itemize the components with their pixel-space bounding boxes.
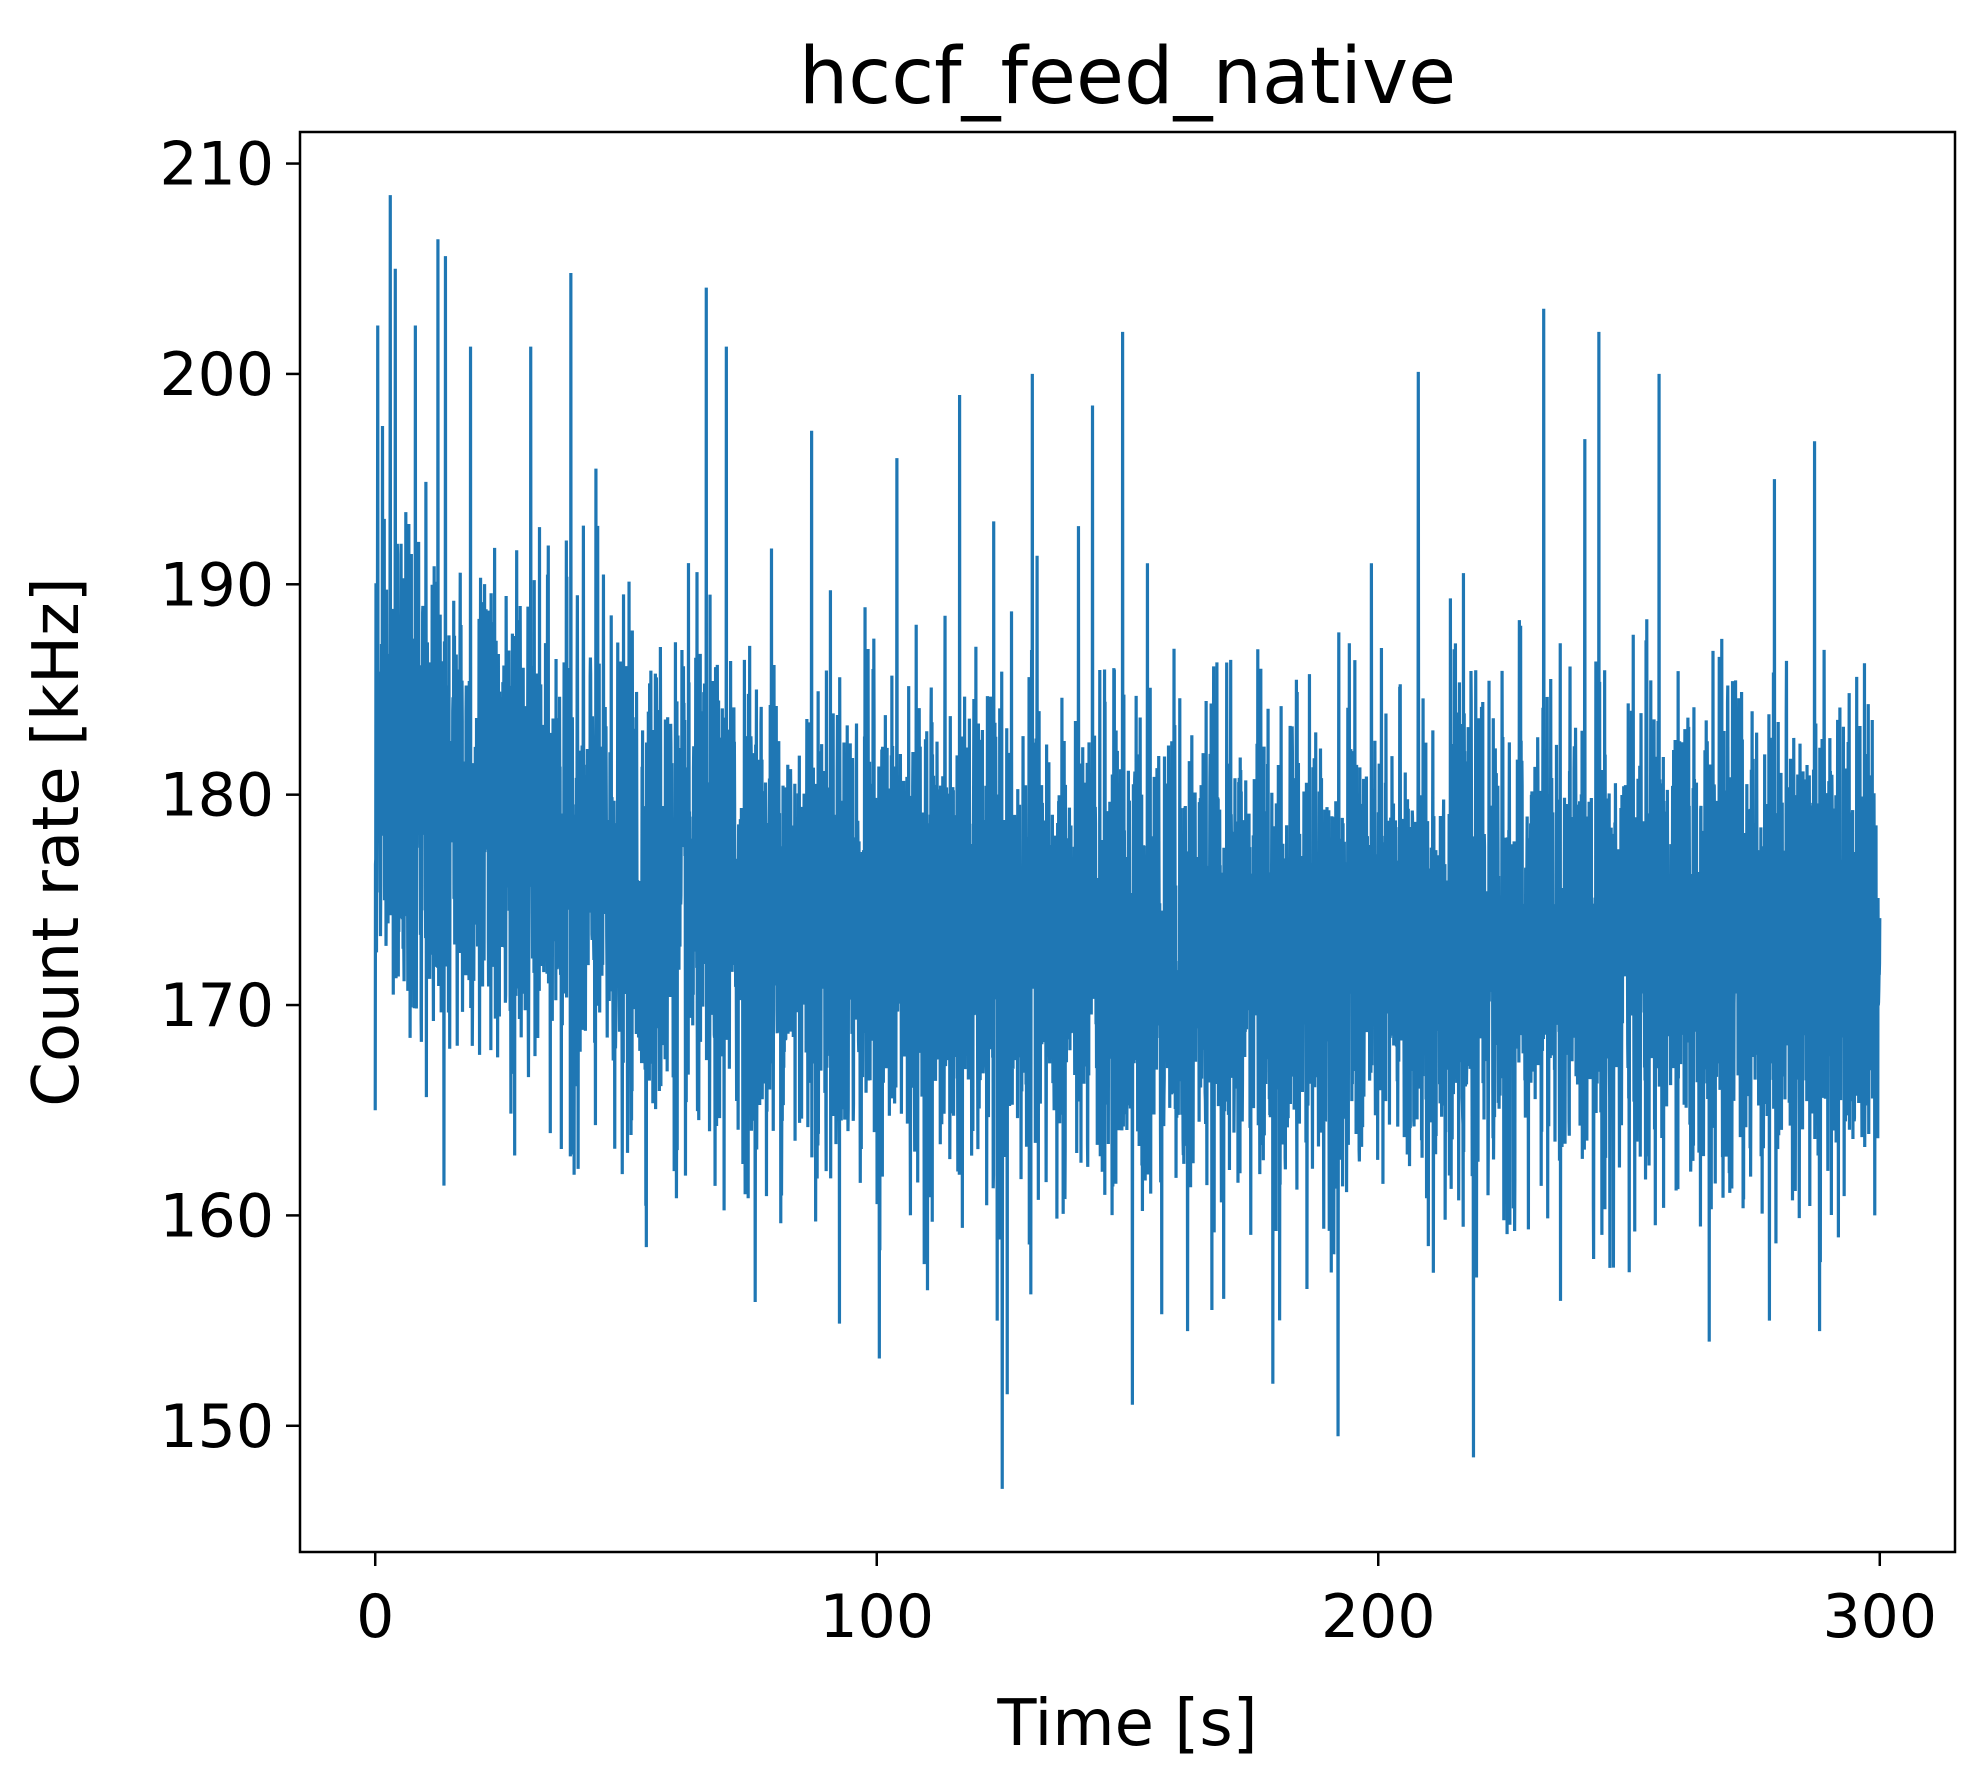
y-tick-label: 210 xyxy=(159,130,274,200)
y-tick-label: 160 xyxy=(159,1181,274,1251)
chart-title: hccf_feed_native xyxy=(799,32,1456,122)
y-tick-label: 200 xyxy=(159,340,274,410)
plot-area xyxy=(373,195,1882,1489)
x-axis-title: Time [s] xyxy=(996,1687,1257,1761)
x-tick-label: 100 xyxy=(819,1582,934,1652)
y-axis-title: Count rate [kHz] xyxy=(20,577,94,1106)
x-tick-label: 200 xyxy=(1321,1582,1436,1652)
y-tick-label: 180 xyxy=(159,761,274,831)
axes: 0 100 200 300 150 160 170 180 190 200 210 xyxy=(159,130,1957,1652)
series-line xyxy=(373,195,1882,1489)
plot-frame xyxy=(298,130,1957,1554)
y-tick-label: 150 xyxy=(159,1392,274,1462)
y-tick-label: 190 xyxy=(159,550,274,620)
x-tick-label: 300 xyxy=(1823,1582,1938,1652)
y-tick-label: 170 xyxy=(159,971,274,1041)
x-tick-label: 0 xyxy=(356,1582,394,1652)
